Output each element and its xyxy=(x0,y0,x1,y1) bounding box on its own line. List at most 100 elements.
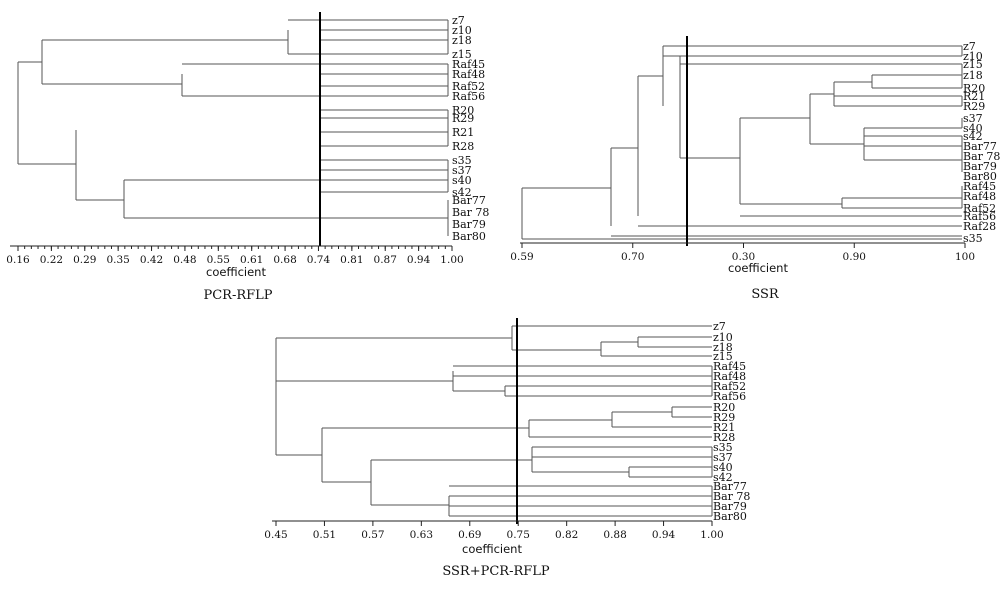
branches-pcr-rflp xyxy=(17,19,449,236)
leaf-label-z18: z18 xyxy=(963,69,983,82)
leaf-label-s35: s35 xyxy=(963,232,983,245)
leaf-label-z7: z7 xyxy=(963,40,976,53)
leaf-label-r29: R29 xyxy=(963,100,985,113)
leaf-label-r21: R21 xyxy=(713,421,735,434)
tick-label: 0.81 xyxy=(340,254,363,266)
leaf-label-z18: z18 xyxy=(452,34,472,47)
tick-label: 0.22 xyxy=(40,254,63,266)
tick-label: 0.94 xyxy=(407,254,431,266)
leaf-label-s35: s35 xyxy=(713,441,733,454)
leaf-label-bar80: Bar80 xyxy=(452,230,486,243)
leaf-label-r21: R21 xyxy=(963,90,985,103)
leaf-label-s40: s40 xyxy=(452,174,472,187)
leaf-labels-ssr-pcr-rflp: z7z10z18z15Raf45Raf48Raf52Raf56R20R29R21… xyxy=(713,320,750,523)
branches-ssr-pcr-rflp xyxy=(275,325,713,517)
leaf-label-s42: s42 xyxy=(452,186,472,199)
leaf-label-bar79: Bar79 xyxy=(963,160,997,173)
leaf-label-bar-78: Bar 78 xyxy=(452,206,489,219)
leaf-label-z10: z10 xyxy=(452,24,472,37)
tick-label: 1.00 xyxy=(440,254,463,266)
leaf-label-r28: R28 xyxy=(452,140,474,153)
tick-label: 0.75 xyxy=(507,529,530,541)
leaf-label-bar-78: Bar 78 xyxy=(963,150,1000,163)
leaf-label-raf48: Raf48 xyxy=(713,370,746,383)
leaf-label-r20: R20 xyxy=(963,82,985,95)
caption-ssr-pcr-rflp: SSR+PCR-RFLP xyxy=(442,564,550,579)
tick-label: 0.55 xyxy=(207,254,230,266)
leaf-label-r21: R21 xyxy=(452,126,474,139)
leaf-label-s40: s40 xyxy=(963,122,983,135)
caption-pcr-rflp: PCR-RFLP xyxy=(203,288,272,303)
tick-label: 1.00 xyxy=(700,529,723,541)
tick-label: 0.69 xyxy=(458,529,481,541)
tick-label: 0.48 xyxy=(173,254,196,266)
leaf-label-bar79: Bar79 xyxy=(713,500,747,513)
leaf-label-z7: z7 xyxy=(452,14,465,27)
tick-label: 0.51 xyxy=(313,529,336,541)
leaf-label-raf52: Raf52 xyxy=(452,80,485,93)
tick-label: 100 xyxy=(955,251,975,263)
leaf-label-z15: z15 xyxy=(713,350,733,363)
leaf-labels-pcr-rflp: z7z10z18z15Raf45Raf48Raf52Raf56R20R29R21… xyxy=(452,14,489,243)
leaf-label-s42: s42 xyxy=(713,471,733,484)
tick-label: 0.82 xyxy=(555,529,578,541)
leaf-label-s40: s40 xyxy=(713,461,733,474)
leaf-label-raf52: Raf52 xyxy=(963,202,996,215)
tick-label: 0.61 xyxy=(240,254,263,266)
leaf-label-z15: z15 xyxy=(452,48,472,61)
tick-label: 0.59 xyxy=(510,251,533,263)
branches-ssr xyxy=(521,45,963,240)
leaf-label-raf56: Raf56 xyxy=(713,390,746,403)
tick-label: 0.42 xyxy=(140,254,163,266)
leaf-label-raf28: Raf28 xyxy=(963,220,996,233)
leaf-label-raf45: Raf45 xyxy=(963,180,996,193)
leaf-label-z10: z10 xyxy=(713,331,733,344)
leaf-label-s42: s42 xyxy=(963,130,983,143)
axis-label-ssr: coefficient xyxy=(728,261,788,275)
leaf-label-bar80: Bar80 xyxy=(713,510,747,523)
tick-label: 0.63 xyxy=(410,529,433,541)
leaf-label-raf45: Raf45 xyxy=(452,58,485,71)
tick-label: 0.88 xyxy=(603,529,626,541)
leaf-label-z18: z18 xyxy=(713,341,733,354)
leaf-label-raf56: Raf56 xyxy=(963,210,996,223)
axis-label-ssr-pcr-rflp: coefficient xyxy=(462,542,522,556)
axis-ssr-pcr-rflp: 0.45 0.51 0.57 0.63 0.69 0.75 0.82 0.88 0.94 1.00 xyxy=(264,520,724,541)
tick-label: 0.45 xyxy=(264,529,287,541)
leaf-label-bar77: Bar77 xyxy=(963,140,997,153)
leaf-label-z15: z15 xyxy=(963,58,983,71)
tick-label: 0.68 xyxy=(273,254,296,266)
leaf-label-raf56: Raf56 xyxy=(452,90,485,103)
leaf-label-s37: s37 xyxy=(963,112,983,125)
leaf-label-s37: s37 xyxy=(713,451,733,464)
leaf-label-bar79: Bar79 xyxy=(452,218,486,231)
leaf-label-r29: R29 xyxy=(452,112,474,125)
leaf-label-r20: R20 xyxy=(713,401,735,414)
leaf-label-raf45: Raf45 xyxy=(713,360,746,373)
leaf-label-bar77: Bar77 xyxy=(452,194,486,207)
leaf-label-s37: s37 xyxy=(452,164,472,177)
tick-label: 0.30 xyxy=(732,251,755,263)
tick-label: 0.29 xyxy=(73,254,96,266)
leaf-label-bar-78: Bar 78 xyxy=(713,490,750,503)
leaf-label-r20: R20 xyxy=(452,104,474,117)
tick-label: 0.35 xyxy=(106,254,129,266)
axis-label-pcr-rflp: coefficient xyxy=(206,265,266,279)
tick-label: 0.90 xyxy=(843,251,866,263)
leaf-label-bar80: Bar80 xyxy=(963,170,997,183)
axis-ssr: 0.59 0.70 0.30 0.90 100 xyxy=(510,242,975,263)
leaf-label-r28: R28 xyxy=(713,431,735,444)
leaf-label-raf48: Raf48 xyxy=(963,190,996,203)
leaf-label-bar77: Bar77 xyxy=(713,480,747,493)
tick-label: 0.16 xyxy=(6,254,30,266)
tick-label: 0.70 xyxy=(621,251,644,263)
leaf-label-r29: R29 xyxy=(713,411,735,424)
caption-ssr: SSR xyxy=(751,287,780,302)
dendrogram-pcr-rflp: z7z10z18z15Raf45Raf48Raf52Raf56R20R29R21… xyxy=(6,12,489,303)
dendrogram-ssr-pcr-rflp: z7z10z18z15Raf45Raf48Raf52Raf56R20R29R21… xyxy=(264,318,750,579)
tick-label: 0.87 xyxy=(374,254,397,266)
tick-label: 0.94 xyxy=(652,529,676,541)
